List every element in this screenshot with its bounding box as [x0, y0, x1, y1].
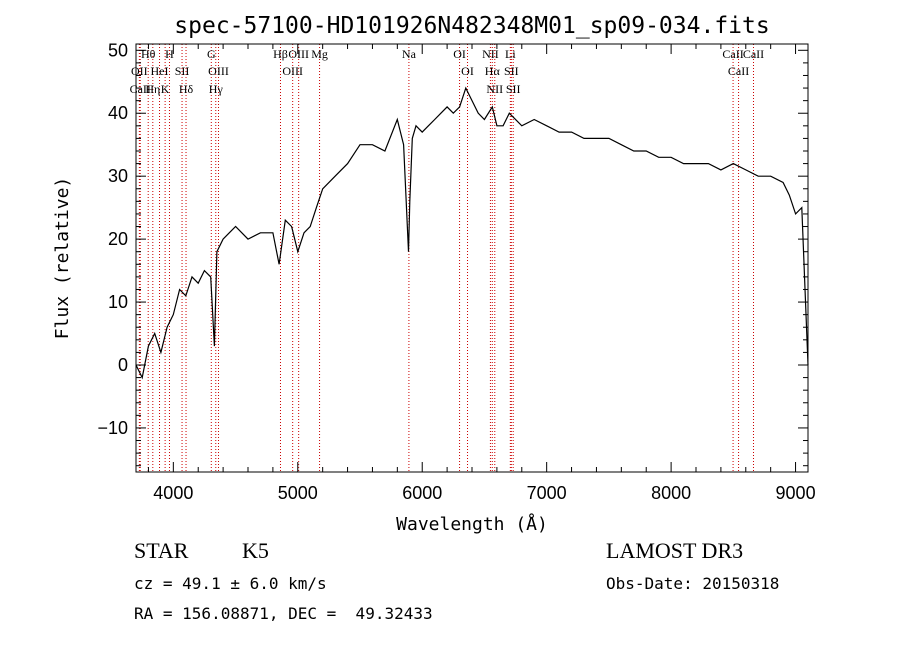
- spectral-line-label: Hβ: [273, 47, 288, 61]
- y-tick-label: 30: [108, 166, 128, 186]
- spectral-line-label: SII: [506, 82, 521, 96]
- spectral-line-label: SII: [175, 64, 190, 78]
- object-class: STAR: [134, 538, 189, 563]
- spectral-line-label: OI: [453, 47, 466, 61]
- survey-name: LAMOST DR3: [606, 538, 744, 563]
- object-subclass: K5: [242, 538, 269, 563]
- spectral-line-label: Hθ: [141, 47, 156, 61]
- x-axis: 4000 5000 6000 7000 8000 9000: [147, 44, 816, 503]
- x-tick-label: 4000: [153, 483, 193, 503]
- spectral-line-label: G: [207, 47, 216, 61]
- spectral-line-label: Hγ: [209, 82, 224, 96]
- spectral-line-label: CaII: [130, 82, 151, 96]
- chart-title: spec-57100-HD101926N482348M01_sp09-034.f…: [174, 13, 769, 39]
- spectral-line-label: Hδ: [179, 82, 194, 96]
- spectral-line-label: OIII: [208, 64, 229, 78]
- flux-series: [135, 86, 809, 380]
- spectral-line-label: Na: [402, 47, 417, 61]
- x-tick-label: 9000: [776, 483, 816, 503]
- spectral-line-label: Mg: [311, 47, 328, 61]
- ra-dec: RA = 156.08871, DEC = 49.32433: [134, 604, 433, 623]
- x-axis-label: Wavelength (Å): [396, 513, 548, 535]
- x-tick-label: 8000: [651, 483, 691, 503]
- plot-frame: [135, 43, 809, 473]
- x-tick-label: 5000: [278, 483, 318, 503]
- spectral-line-label: OIII: [288, 47, 309, 61]
- y-tick-label: 50: [108, 40, 128, 60]
- spectral-line-label: OII: [131, 64, 148, 78]
- spectral-line-label: OIII: [282, 64, 303, 78]
- spectral-line-label: NII: [482, 47, 499, 61]
- obs-date: Obs-Date: 20150318: [606, 574, 780, 593]
- spectral-line-label: HeI: [151, 64, 169, 78]
- spectral-line-label: OI: [461, 64, 474, 78]
- y-tick-label: −10: [97, 418, 128, 438]
- spectral-line-label: K: [161, 82, 170, 96]
- y-axis-label: Flux (relative): [52, 177, 73, 340]
- spectral-line-label: Hα: [485, 64, 501, 78]
- spectral-line-label: CaII: [722, 47, 743, 61]
- spectral-line-label: H: [165, 47, 174, 61]
- y-axis: −10 0 10 20 30 40 50: [97, 40, 808, 467]
- y-tick-label: 40: [108, 103, 128, 123]
- redshift-cz: cz = 49.1 ± 6.0 km/s: [134, 574, 327, 593]
- spectral-line-label: NII: [486, 82, 503, 96]
- y-tick-label: 0: [118, 355, 128, 375]
- y-tick-label: 20: [108, 229, 128, 249]
- x-tick-label: 7000: [527, 483, 567, 503]
- spectral-line-label: CaII: [743, 47, 764, 61]
- spectral-line-label: Li: [505, 47, 516, 61]
- spectral-line-markers: [138, 44, 754, 472]
- spectral-line-label: Hη: [145, 82, 160, 96]
- spectrum-line: [135, 86, 809, 380]
- y-tick-label: 10: [108, 292, 128, 312]
- spectral-line-label: SII: [504, 64, 519, 78]
- spectral-line-label: CaII: [728, 64, 749, 78]
- x-tick-label: 6000: [402, 483, 442, 503]
